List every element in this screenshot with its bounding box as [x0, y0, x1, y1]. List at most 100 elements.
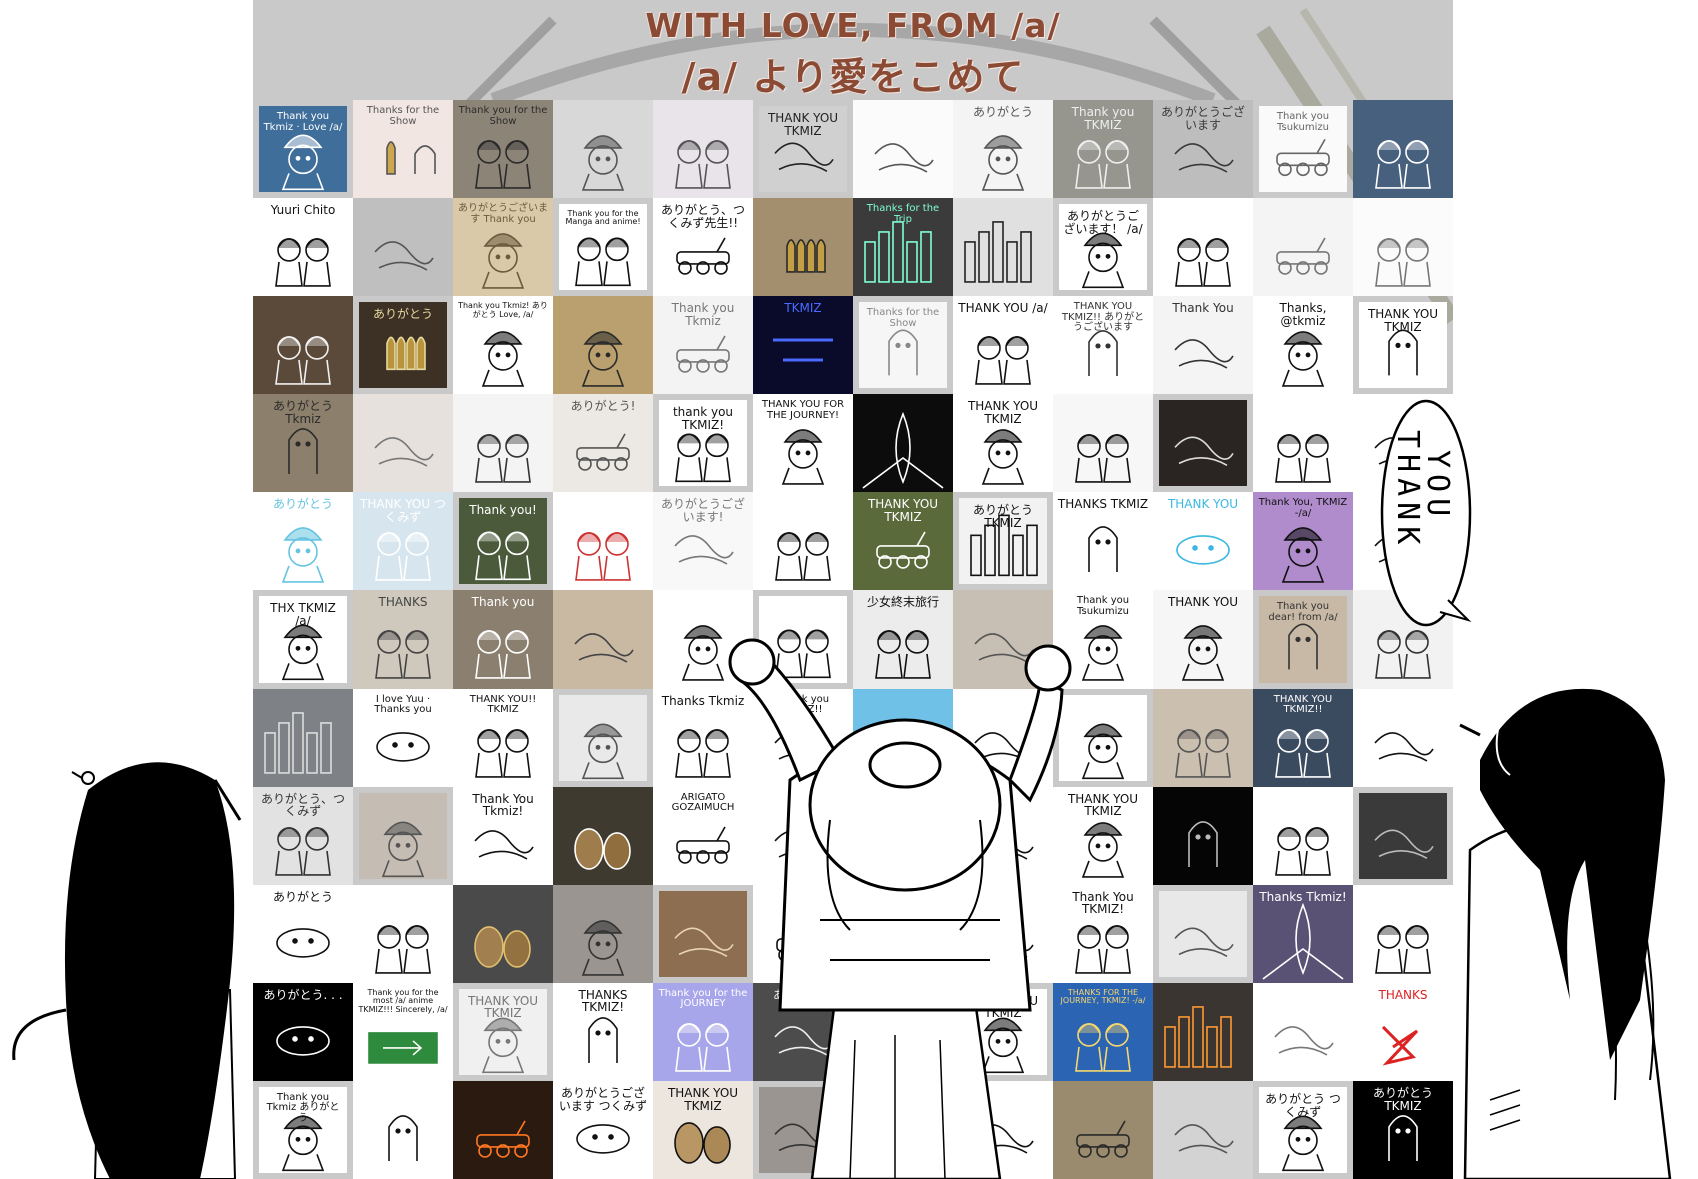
tile-caption: ありがとう. . .: [263, 987, 343, 1002]
two-girls-icon: [1175, 238, 1231, 287]
sketch-icon: [474, 829, 534, 860]
fanart-tile: Thank you for the Manga and anime!: [559, 204, 647, 291]
helmet-girl-icon: [781, 429, 825, 486]
tile-caption: Yuuri Chito: [270, 203, 336, 218]
helmet-girl-icon: [981, 135, 1025, 191]
fanart-tile: Thank You, TKMIZ -/a/: [1253, 492, 1353, 591]
fanart-tile: [253, 688, 353, 787]
tile-caption: THANK YOU TKMIZ: [467, 993, 539, 1021]
tile-caption: ありがとうございます Thank you: [458, 203, 548, 225]
fanart-tile: THANK YOU TKMIZ: [1359, 302, 1447, 389]
sketch-icon: [1374, 829, 1434, 859]
fanart-tile: Thank you Tkmiz: [653, 296, 753, 395]
two-girls-icon: [1075, 1022, 1131, 1072]
tile-caption: THANK YOU つくみず: [360, 497, 446, 524]
tile-caption: ありがとう TKMIZ: [772, 987, 833, 1015]
kettenkrad-icon: [676, 237, 730, 275]
tile-caption: ありがとうございます: [1160, 105, 1245, 132]
fanart-tile: [1053, 394, 1153, 493]
two-girls-icon: [1375, 630, 1431, 680]
tile-caption: Thanks for the Trip: [866, 203, 940, 225]
tile-caption: THANKS TKMIZ: [1057, 497, 1149, 512]
fanart-tile: [553, 590, 653, 689]
fanart-tile: TKMIZ: [753, 296, 853, 395]
fanart-tile: Thank you for the Show: [453, 100, 553, 199]
sketch-icon: [1174, 1124, 1234, 1154]
face-icon: [276, 927, 330, 958]
fanart-tile: [353, 394, 453, 493]
fanart-tile: [1353, 198, 1453, 297]
tile-caption: THANKS FOR THE JOURNEY, TKMIZ! -/a/: [1060, 987, 1146, 1006]
fanart-tile: THANKS TKMIZ!: [553, 982, 653, 1081]
tile-caption: Thank you Tkmiz ありがとう: [266, 1091, 340, 1124]
fanart-tile: ありがとう TKMIZ: [753, 982, 853, 1081]
scribble-icon: [1381, 1025, 1419, 1066]
tile-caption: THANK YOU: [1167, 595, 1239, 610]
fish-icon: [1262, 902, 1344, 980]
two-girls-icon: [775, 630, 831, 679]
two-girls-icon: [975, 336, 1031, 385]
tile-caption: THANK YOU TKMIZ: [1367, 307, 1439, 334]
sketch-icon: [974, 927, 1034, 958]
neon-icon: [773, 338, 833, 362]
fanart-tile: [859, 792, 947, 879]
fanart-tile: ありがとう、つくみず先生!!: [653, 198, 753, 297]
fanart-tile: Thank you Tkmiz · Love /a/: [259, 106, 347, 193]
tile-caption: ありがとう TKMIZ: [972, 503, 1033, 530]
fanart-tile: [1153, 198, 1253, 297]
exit-sign-icon: [368, 1031, 438, 1064]
fanart-tile: ありがとう TKMIZ: [1353, 1080, 1453, 1179]
fanart-tile: [953, 198, 1053, 297]
ghost-icon: [588, 1016, 618, 1063]
fanart-tile: Thank you!: [459, 498, 547, 585]
ghost-icon: [1388, 329, 1418, 376]
tile-caption: Thanks Tkmiz!: [1259, 889, 1347, 904]
fanart-tile: [853, 884, 953, 983]
tile-caption: Thank You TKMIZ!: [1072, 889, 1134, 917]
fanart-tile: ありがとう: [253, 884, 353, 983]
fanart-tile: [653, 590, 753, 689]
fanart-tile: [553, 884, 653, 983]
fanart-tile: THANK YOU TKMIZ: [759, 106, 847, 193]
tile-caption: Thank you for the most /a/ anime TKMIZ!!…: [358, 987, 448, 1014]
left-girl-figure: [12, 762, 242, 1179]
two-girls-icon: [1075, 140, 1131, 189]
fanart-tile: [853, 1080, 953, 1179]
fanart-tile: THANK YOU つくみず: [353, 492, 453, 591]
fanart-tile: [759, 596, 847, 683]
fanart-tile: THANK YOU TKMIZ: [953, 394, 1053, 493]
fanart-tile: Thank you Tkmiz ありがとう: [259, 1086, 347, 1173]
tile-caption: Thanks for the Show: [866, 307, 940, 329]
tile-caption: THANK YOU FOR THE JOURNEY!: [761, 399, 845, 421]
fanart-tile: Thank You: [1153, 296, 1253, 395]
two-girls-icon: [1275, 826, 1331, 876]
bullet-ghost-icon: [386, 141, 436, 175]
tile-caption: ありがとう!: [570, 399, 636, 414]
tile-caption: Thank you TKMIZ: [1071, 105, 1135, 132]
tile-caption: ARIGATO GOZAIMUCH: [671, 791, 735, 814]
tile-caption: Thank you for the Show: [458, 105, 548, 127]
ghost-icon: [1288, 624, 1318, 670]
fanart-tile: [853, 982, 953, 1081]
tile-caption: ありがとう、つくみず先生!!: [660, 203, 745, 230]
helmet-girl-icon: [1081, 821, 1125, 878]
two-girls-icon: [475, 140, 531, 189]
potato-icon: [474, 925, 531, 968]
tile-caption: Thank you Tsukumizu: [1276, 111, 1330, 133]
helmet-girl-icon: [481, 233, 525, 289]
sketch-icon: [874, 1124, 934, 1154]
tile-caption: Thank you TKMIZ!!: [776, 693, 830, 716]
two-girls-icon: [275, 336, 331, 385]
fanart-tile: THANK YOU /a/: [953, 296, 1053, 395]
tile-caption: ありがとう: [272, 889, 333, 904]
tile-caption: THANK YOU TKMIZ: [967, 993, 1039, 1021]
two-girls-icon: [1375, 140, 1431, 189]
fanart-tile: ありがとう、つくみず: [253, 786, 353, 885]
sketch-icon: [674, 535, 734, 566]
fanart-tile: [1353, 590, 1453, 689]
tile-caption: THANK YOU TKMIZ: [667, 1085, 739, 1113]
tile-caption: thank you TKMIZ!: [672, 405, 734, 432]
kettenkrad-icon: [876, 728, 930, 766]
fanart-tile: [1153, 786, 1253, 885]
fanart-tile: [853, 100, 953, 199]
